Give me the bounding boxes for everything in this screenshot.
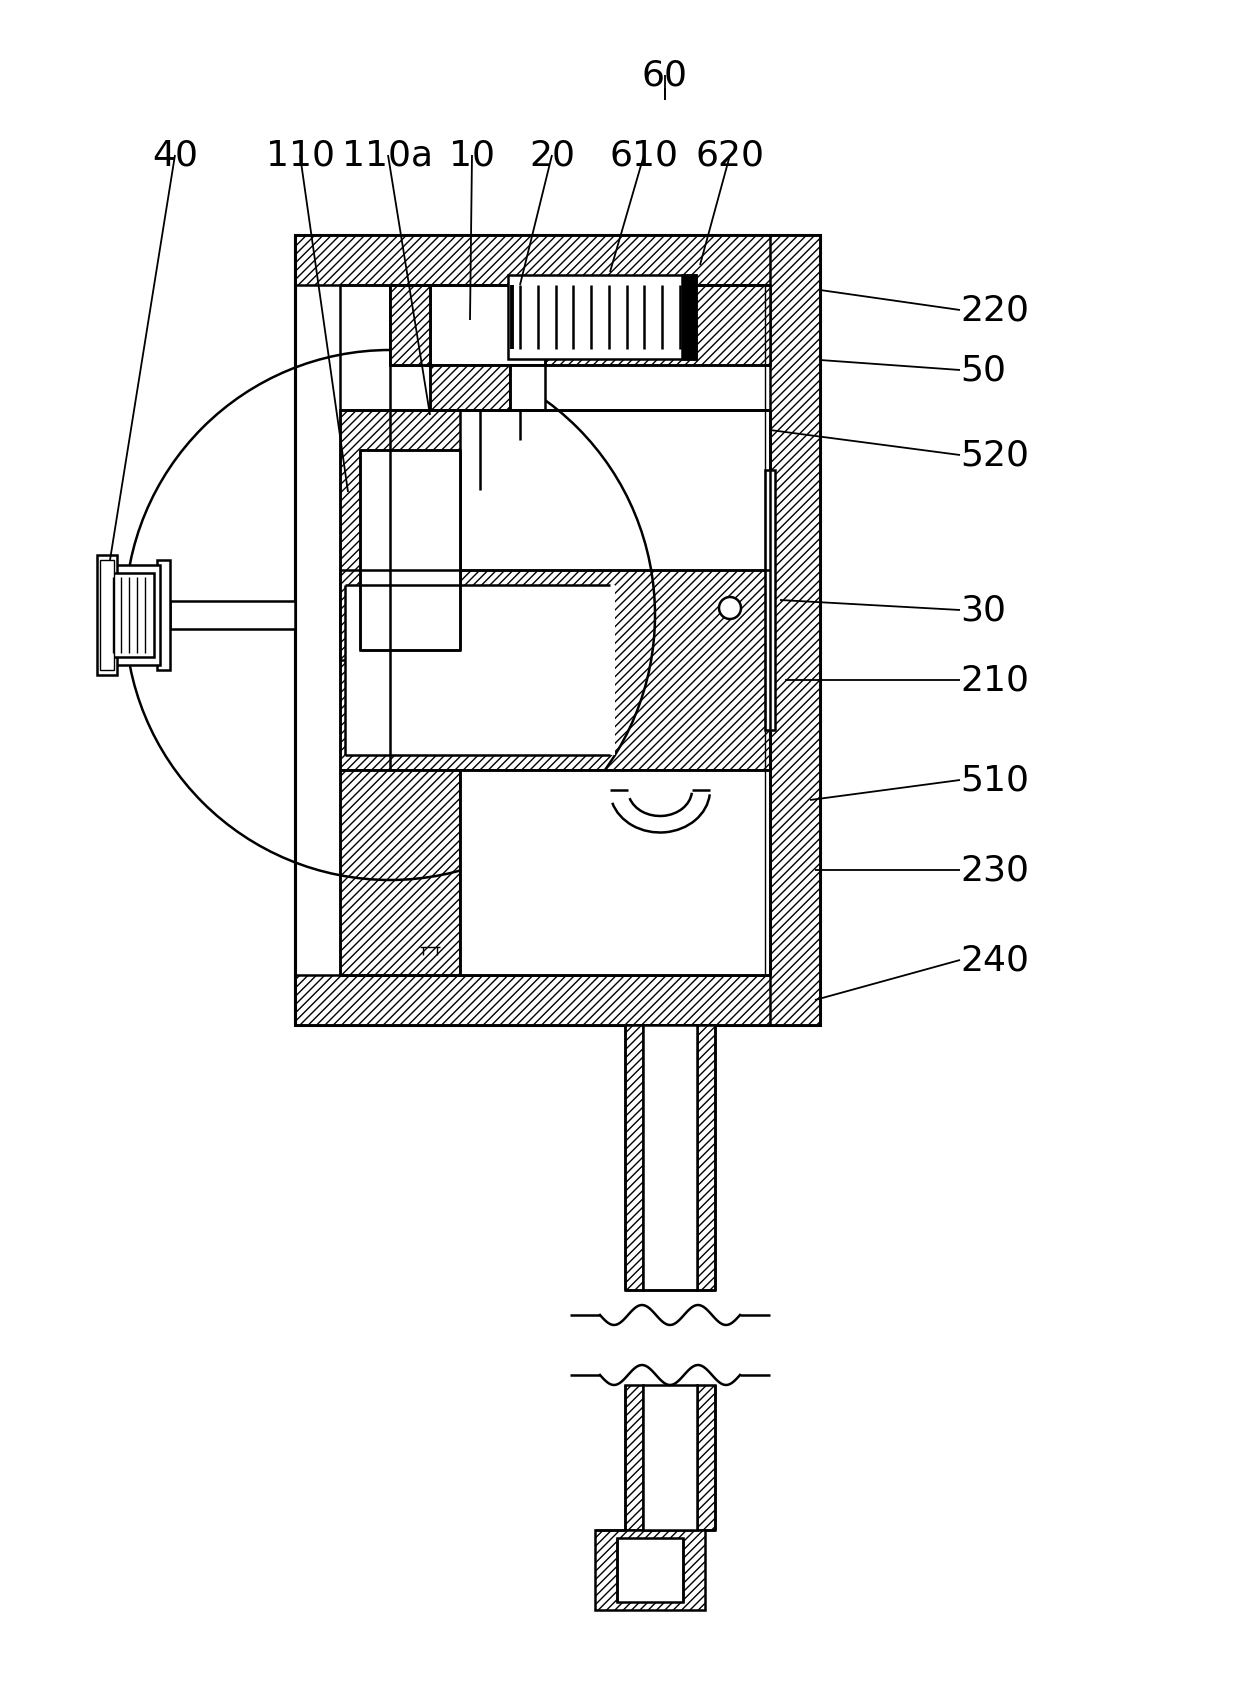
- Bar: [430, 365, 510, 409]
- Bar: [430, 285, 545, 365]
- Bar: [625, 1026, 643, 1290]
- Bar: [771, 234, 820, 1026]
- Bar: [390, 285, 771, 365]
- Bar: [295, 234, 820, 1026]
- Bar: [110, 572, 154, 657]
- Text: 10: 10: [449, 138, 494, 171]
- Text: 230: 230: [960, 852, 1029, 886]
- Bar: [295, 234, 820, 285]
- Bar: [461, 769, 771, 975]
- Bar: [643, 1026, 697, 1290]
- Bar: [643, 1386, 697, 1530]
- Bar: [510, 365, 545, 409]
- Bar: [681, 275, 697, 358]
- Text: 20: 20: [530, 138, 575, 171]
- Bar: [295, 975, 820, 1026]
- Text: 520: 520: [960, 438, 1029, 472]
- Bar: [595, 1530, 705, 1610]
- Bar: [157, 560, 169, 671]
- Bar: [766, 470, 776, 730]
- Bar: [169, 601, 295, 628]
- Text: 110a: 110a: [343, 138, 433, 171]
- Text: 240: 240: [960, 942, 1029, 976]
- Text: 220: 220: [960, 294, 1029, 328]
- Bar: [340, 409, 461, 661]
- Bar: [360, 450, 461, 650]
- Bar: [390, 285, 430, 365]
- Text: 510: 510: [960, 762, 1029, 796]
- Text: 30: 30: [960, 593, 1007, 627]
- Text: 60: 60: [643, 58, 688, 92]
- Bar: [340, 769, 461, 975]
- Bar: [617, 1538, 683, 1601]
- Text: 50: 50: [960, 353, 1007, 387]
- Bar: [697, 1026, 715, 1290]
- Bar: [105, 565, 159, 666]
- Text: 110: 110: [266, 138, 335, 171]
- Bar: [345, 586, 615, 756]
- Bar: [97, 555, 117, 676]
- Text: 40: 40: [152, 138, 198, 171]
- Bar: [697, 1386, 715, 1530]
- Text: 610: 610: [610, 138, 679, 171]
- Bar: [508, 275, 697, 358]
- Bar: [340, 571, 771, 769]
- Circle shape: [719, 598, 740, 620]
- Text: 210: 210: [960, 662, 1029, 696]
- Text: 620: 620: [695, 138, 764, 171]
- Bar: [100, 560, 114, 671]
- Bar: [625, 1386, 643, 1530]
